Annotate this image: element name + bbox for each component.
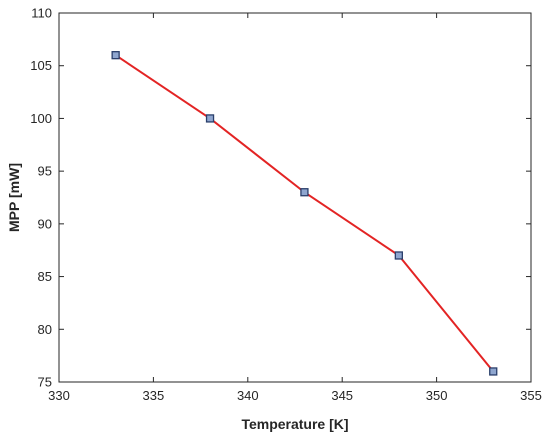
y-axis-label: MPP [mW] (6, 163, 22, 232)
x-axis-label: Temperature [K] (241, 416, 348, 432)
x-axis-ticks: 330 335 340 345 350 355 (48, 13, 542, 403)
data-point-3 (394, 251, 403, 260)
y-tick-label: 85 (38, 269, 52, 284)
y-tick-label: 90 (38, 216, 52, 231)
x-tick-label: 350 (426, 388, 448, 403)
y-tick-label: 110 (31, 6, 52, 21)
data-point-4 (489, 367, 498, 376)
y-tick-label: 100 (30, 111, 52, 126)
x-tick-label: 340 (237, 388, 259, 403)
x-tick-label: 330 (48, 388, 70, 403)
plot-frame (58, 12, 532, 383)
x-tick-label: 335 (143, 388, 165, 403)
data-point-2 (300, 188, 309, 197)
plot-background (59, 13, 531, 382)
data-point-0 (111, 51, 120, 60)
y-tick-label: 75 (38, 375, 52, 390)
y-tick-label: 80 (38, 322, 52, 337)
series-layer (111, 51, 498, 376)
data-point-1 (205, 114, 215, 123)
x-tick-label: 355 (520, 388, 542, 403)
x-tick-label: 345 (331, 388, 353, 403)
y-tick-label: 105 (30, 58, 52, 73)
y-tick-label: 95 (38, 164, 52, 179)
